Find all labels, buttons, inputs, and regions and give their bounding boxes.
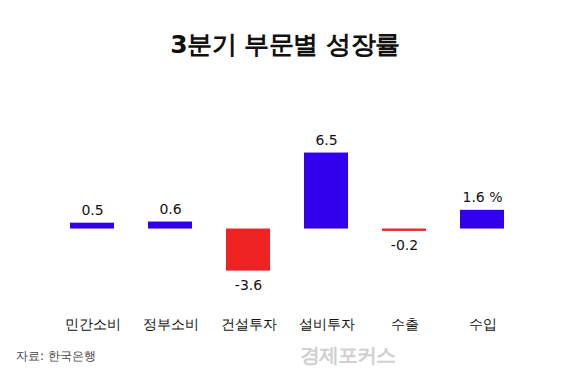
svg-text:6.5: 6.5: [315, 132, 337, 148]
svg-text:-0.2: -0.2: [391, 237, 418, 253]
svg-text:1.6 %: 1.6 %: [462, 189, 502, 205]
svg-text:수출: 수출: [391, 316, 419, 332]
svg-text:0.6: 0.6: [159, 201, 181, 217]
svg-text:민간소비: 민간소비: [65, 316, 121, 332]
svg-text:0.5: 0.5: [81, 202, 103, 218]
svg-text:설비투자: 설비투자: [299, 316, 355, 332]
svg-text:수입: 수입: [469, 316, 497, 332]
svg-text:-3.6: -3.6: [235, 277, 262, 293]
html-text:경제포커스: 경제포커스: [300, 343, 395, 367]
svg-text:건설투자: 건설투자: [221, 316, 277, 332]
html-text:3분기 부문별 성장률: 3분기 부문별 성장률: [170, 30, 400, 59]
svg-text:정부소비: 정부소비: [143, 316, 199, 332]
html-text:자료: 한국은행: 자료: 한국은행: [16, 349, 96, 363]
